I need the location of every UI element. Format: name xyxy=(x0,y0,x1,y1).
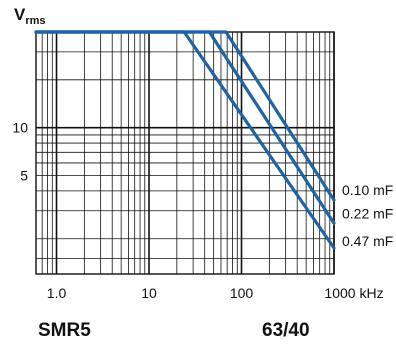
labels: 0.10 mF 0.22 mF 0.47 mF 1.0 10 100 1000 kHz 5 10… xyxy=(12,5,393,301)
series-label-1: 0.10 mF xyxy=(342,182,393,198)
series-label-3: 0.47 mF xyxy=(342,233,393,249)
x-tick-label-3: 100 xyxy=(230,285,254,301)
y-tick-label-2: 10 xyxy=(12,120,28,136)
model-caption: SMR5 xyxy=(38,320,91,341)
series-line-1 xyxy=(34,30,336,202)
y-axis-label-main: V xyxy=(14,5,26,24)
series-line-3 xyxy=(34,30,336,250)
y-axis-label: Vrms xyxy=(14,5,46,27)
series-label-2: 0.22 mF xyxy=(342,205,393,221)
y-axis-label-sub: rms xyxy=(25,15,45,27)
x-tick-label-2: 10 xyxy=(141,285,157,301)
rating-caption: 63/40 xyxy=(262,320,310,341)
y-tick-label-1: 5 xyxy=(20,168,28,184)
curves xyxy=(34,30,336,250)
x-tick-label-4: 1000 kHz xyxy=(324,285,383,301)
x-tick-label-1: 1.0 xyxy=(47,285,67,301)
